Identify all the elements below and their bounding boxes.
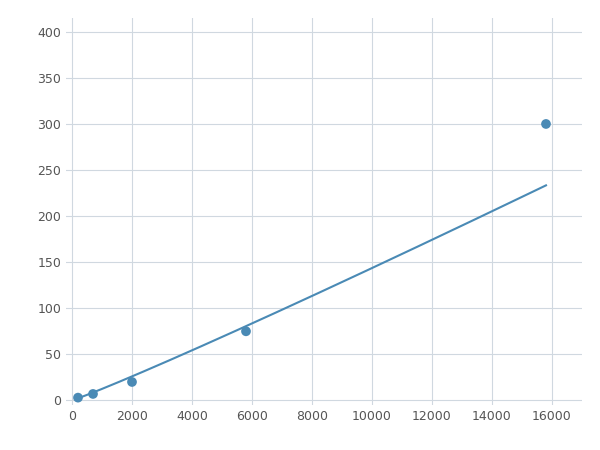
Point: [241, 328, 251, 335]
Point: [127, 378, 137, 386]
Point: [541, 120, 551, 127]
Point: [88, 390, 98, 397]
Point: [73, 394, 83, 401]
